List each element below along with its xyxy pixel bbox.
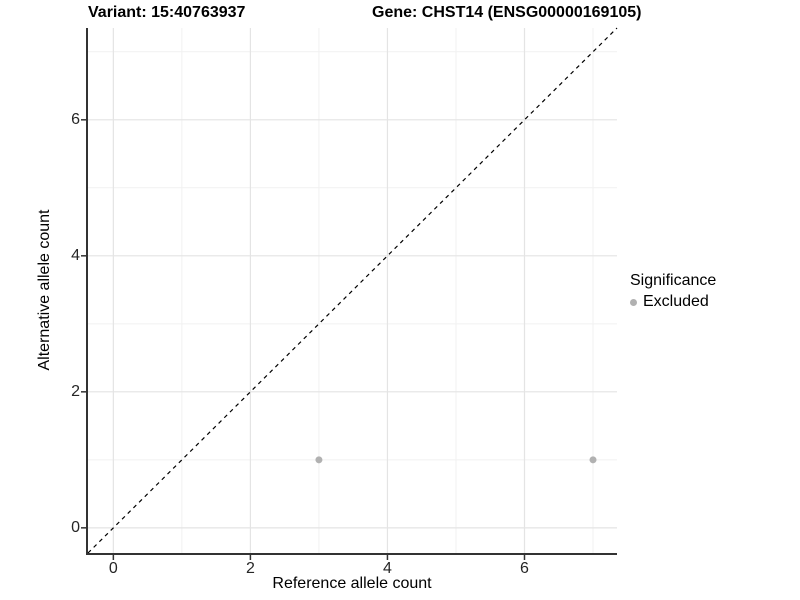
x-tick-label: 4 (382, 560, 392, 577)
variant-title: Variant: 15:40763937 (88, 4, 246, 21)
legend-point-icon (630, 298, 637, 306)
legend-items: Excluded (630, 293, 716, 311)
data-point (315, 456, 323, 464)
y-tick-label: 6 (71, 110, 80, 128)
y-tick-label: 4 (71, 246, 80, 264)
gene-title: Gene: CHST14 (ENSG00000169105) (372, 4, 642, 21)
data-point (589, 456, 597, 464)
x-axis-title: Reference allele count (272, 575, 432, 592)
legend: Significance Excluded (630, 272, 716, 311)
legend-item: Excluded (630, 293, 716, 311)
x-tick-label: 2 (245, 560, 255, 577)
identity-dashed-line (87, 27, 618, 554)
legend-title: Significance (630, 272, 717, 289)
x-tick-label: 0 (108, 560, 118, 577)
y-tick-label: 2 (71, 382, 80, 400)
x-tick-label: 6 (520, 560, 529, 577)
legend-item-label: Excluded (643, 293, 709, 310)
y-tick-label: 0 (71, 518, 80, 536)
y-axis-title: Alternative allele count (36, 209, 53, 371)
